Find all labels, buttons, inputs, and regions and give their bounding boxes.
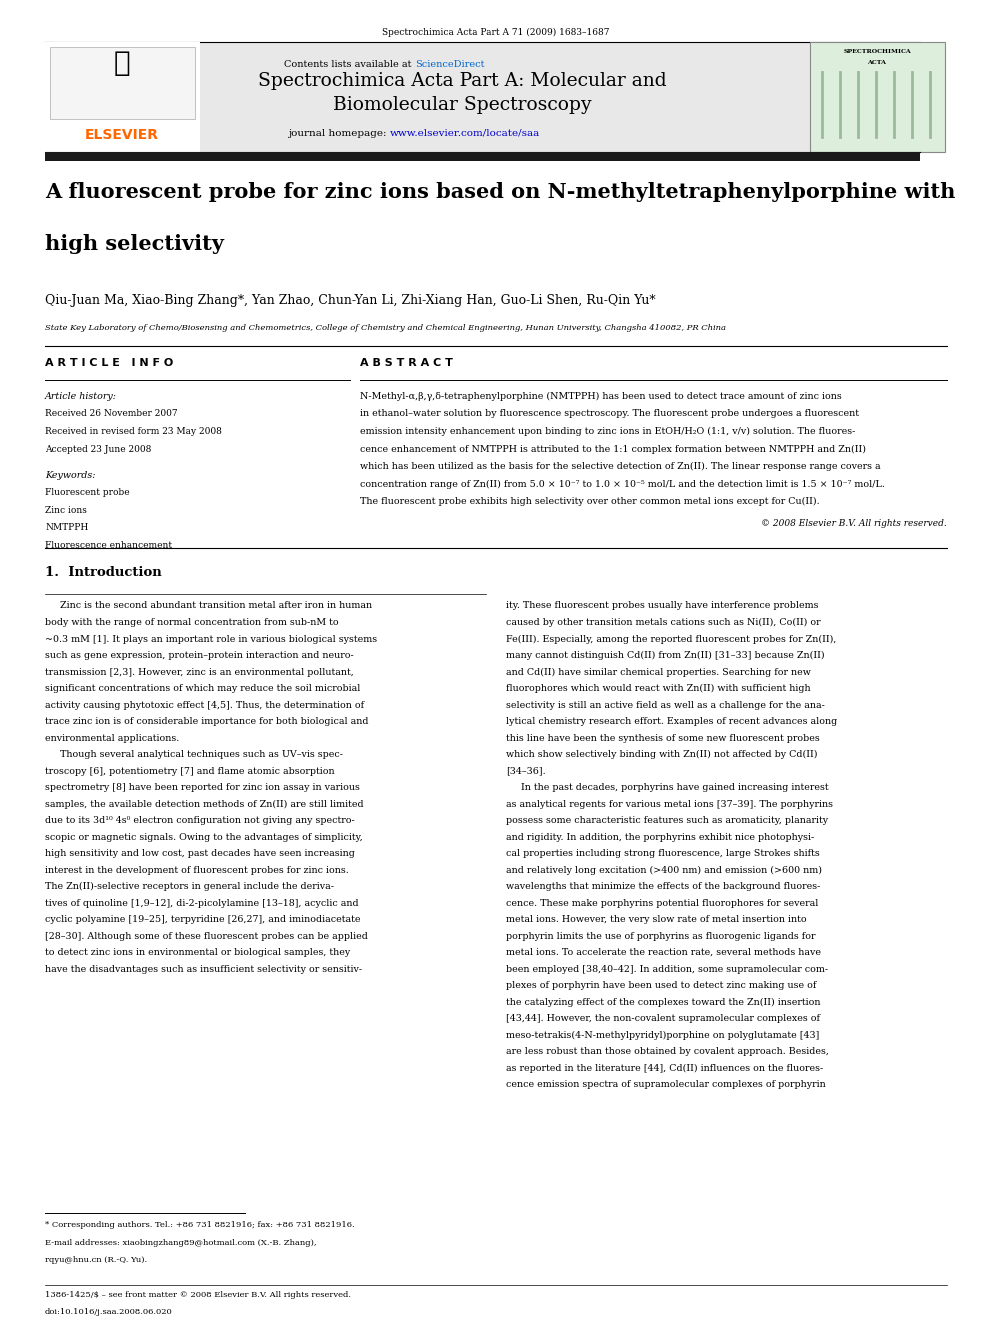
Text: significant concentrations of which may reduce the soil microbial: significant concentrations of which may … — [45, 684, 360, 693]
Text: high selectivity: high selectivity — [45, 234, 224, 254]
Text: this line have been the synthesis of some new fluorescent probes: this line have been the synthesis of som… — [506, 733, 819, 742]
Text: body with the range of normal concentration from sub-nM to: body with the range of normal concentrat… — [45, 618, 338, 627]
Text: caused by other transition metals cations such as Ni(II), Co(II) or: caused by other transition metals cation… — [506, 618, 820, 627]
Text: to detect zinc ions in environmental or biological samples, they: to detect zinc ions in environmental or … — [45, 949, 350, 957]
Text: E-mail addresses: xiaobingzhang89@hotmail.com (X.-B. Zhang),: E-mail addresses: xiaobingzhang89@hotmai… — [45, 1238, 316, 1246]
Text: 🌳: 🌳 — [114, 49, 130, 77]
Text: Fe(III). Especially, among the reported fluorescent probes for Zn(II),: Fe(III). Especially, among the reported … — [506, 635, 836, 643]
Text: ACTA: ACTA — [867, 60, 887, 65]
Bar — [45, 42, 200, 152]
Text: metal ions. However, the very slow rate of metal insertion into: metal ions. However, the very slow rate … — [506, 916, 806, 923]
Text: Zinc is the second abundant transition metal after iron in human: Zinc is the second abundant transition m… — [45, 602, 372, 610]
Text: Qiu-Juan Ma, Xiao-Bing Zhang*, Yan Zhao, Chun-Yan Li, Zhi-Xiang Han, Guo-Li Shen: Qiu-Juan Ma, Xiao-Bing Zhang*, Yan Zhao,… — [45, 294, 656, 307]
Text: which has been utilized as the basis for the selective detection of Zn(II). The : which has been utilized as the basis for… — [360, 462, 881, 471]
Text: environmental applications.: environmental applications. — [45, 733, 180, 742]
Bar — [45, 42, 825, 152]
Text: Received in revised form 23 May 2008: Received in revised form 23 May 2008 — [45, 427, 222, 437]
Text: 1.  Introduction: 1. Introduction — [45, 565, 162, 578]
Text: ScienceDirect: ScienceDirect — [415, 60, 484, 69]
Text: the catalyzing effect of the complexes toward the Zn(II) insertion: the catalyzing effect of the complexes t… — [506, 998, 820, 1007]
Text: [34–36].: [34–36]. — [506, 766, 546, 775]
Text: [43,44]. However, the non-covalent supramolecular complexes of: [43,44]. However, the non-covalent supra… — [506, 1013, 820, 1023]
Text: ~0.3 mM [1]. It plays an important role in various biological systems: ~0.3 mM [1]. It plays an important role … — [45, 635, 377, 643]
Text: cal properties including strong fluorescence, large Strokes shifts: cal properties including strong fluoresc… — [506, 849, 819, 859]
Bar — [50, 48, 195, 119]
Text: © 2008 Elsevier B.V. All rights reserved.: © 2008 Elsevier B.V. All rights reserved… — [761, 520, 947, 528]
Text: wavelengths that minimize the effects of the background fluores-: wavelengths that minimize the effects of… — [506, 882, 820, 890]
Text: SPECTROCHIMICA: SPECTROCHIMICA — [843, 49, 911, 54]
Text: transmission [2,3]. However, zinc is an environmental pollutant,: transmission [2,3]. However, zinc is an … — [45, 668, 354, 676]
Text: doi:10.1016/j.saa.2008.06.020: doi:10.1016/j.saa.2008.06.020 — [45, 1308, 173, 1316]
Text: cence emission spectra of supramolecular complexes of porphyrin: cence emission spectra of supramolecular… — [506, 1080, 825, 1089]
Text: activity causing phytotoxic effect [4,5]. Thus, the determination of: activity causing phytotoxic effect [4,5]… — [45, 700, 364, 709]
Text: cyclic polyamine [19–25], terpyridine [26,27], and iminodiacetate: cyclic polyamine [19–25], terpyridine [2… — [45, 916, 360, 923]
Text: many cannot distinguish Cd(II) from Zn(II) [31–33] because Zn(II): many cannot distinguish Cd(II) from Zn(I… — [506, 651, 824, 660]
Text: are less robust than those obtained by covalent approach. Besides,: are less robust than those obtained by c… — [506, 1046, 829, 1056]
Text: troscopy [6], potentiometry [7] and flame atomic absorption: troscopy [6], potentiometry [7] and flam… — [45, 766, 334, 775]
Text: [28–30]. Although some of these fluorescent probes can be applied: [28–30]. Although some of these fluoresc… — [45, 931, 368, 941]
Text: due to its 3d¹⁰ 4s⁰ electron configuration not giving any spectro-: due to its 3d¹⁰ 4s⁰ electron configurati… — [45, 816, 355, 826]
Text: scopic or magnetic signals. Owing to the advantages of simplicity,: scopic or magnetic signals. Owing to the… — [45, 832, 363, 841]
Text: The Zn(II)-selective receptors in general include the deriva-: The Zn(II)-selective receptors in genera… — [45, 882, 334, 892]
Text: Fluorescence enhancement: Fluorescence enhancement — [45, 541, 173, 550]
Text: journal homepage:: journal homepage: — [289, 130, 390, 138]
Text: ity. These fluorescent probes usually have interference problems: ity. These fluorescent probes usually ha… — [506, 602, 818, 610]
Text: Zinc ions: Zinc ions — [45, 505, 87, 515]
Text: concentration range of Zn(II) from 5.0 × 10⁻⁷ to 1.0 × 10⁻⁵ mol/L and the detect: concentration range of Zn(II) from 5.0 ×… — [360, 479, 885, 488]
Text: Spectrochimica Acta Part A 71 (2009) 1683–1687: Spectrochimica Acta Part A 71 (2009) 168… — [382, 28, 610, 37]
Text: tives of quinoline [1,9–12], di-2-picolylamine [13–18], acyclic and: tives of quinoline [1,9–12], di-2-picoly… — [45, 898, 359, 908]
Text: A fluorescent probe for zinc ions based on N-methyltetraphenylporphine with: A fluorescent probe for zinc ions based … — [45, 183, 955, 202]
Text: In the past decades, porphyrins have gained increasing interest: In the past decades, porphyrins have gai… — [506, 783, 828, 792]
Text: samples, the available detection methods of Zn(II) are still limited: samples, the available detection methods… — [45, 799, 364, 808]
Text: and relatively long excitation (>400 nm) and emission (>600 nm): and relatively long excitation (>400 nm)… — [506, 865, 822, 875]
Text: which show selectively binding with Zn(II) not affected by Cd(II): which show selectively binding with Zn(I… — [506, 750, 817, 759]
Text: rqyu@hnu.cn (R.-Q. Yu).: rqyu@hnu.cn (R.-Q. Yu). — [45, 1256, 147, 1263]
Text: have the disadvantages such as insufficient selectivity or sensitiv-: have the disadvantages such as insuffici… — [45, 964, 362, 974]
Text: and rigidity. In addition, the porphyrins exhibit nice photophysi-: and rigidity. In addition, the porphyrin… — [506, 832, 814, 841]
Text: Fluorescent probe: Fluorescent probe — [45, 488, 130, 497]
Text: cence. These make porphyrins potential fluorophores for several: cence. These make porphyrins potential f… — [506, 898, 818, 908]
Bar — [45, 152, 920, 161]
Text: been employed [38,40–42]. In addition, some supramolecular com-: been employed [38,40–42]. In addition, s… — [506, 964, 828, 974]
Text: A B S T R A C T: A B S T R A C T — [360, 359, 453, 368]
Text: A R T I C L E   I N F O: A R T I C L E I N F O — [45, 359, 174, 368]
Text: 1386-1425/$ – see front matter © 2008 Elsevier B.V. All rights reserved.: 1386-1425/$ – see front matter © 2008 El… — [45, 1291, 351, 1299]
Text: Accepted 23 June 2008: Accepted 23 June 2008 — [45, 445, 152, 454]
Text: plexes of porphyrin have been used to detect zinc making use of: plexes of porphyrin have been used to de… — [506, 980, 816, 990]
Text: in ethanol–water solution by fluorescence spectroscopy. The fluorescent probe un: in ethanol–water solution by fluorescenc… — [360, 410, 859, 418]
Text: NMTPPH: NMTPPH — [45, 524, 88, 532]
Text: high sensitivity and low cost, past decades have seen increasing: high sensitivity and low cost, past deca… — [45, 849, 355, 859]
Text: Contents lists available at: Contents lists available at — [285, 60, 415, 69]
Text: Keywords:: Keywords: — [45, 471, 95, 480]
Text: www.elsevier.com/locate/saa: www.elsevier.com/locate/saa — [390, 130, 541, 138]
Text: fluorophores which would react with Zn(II) with sufficient high: fluorophores which would react with Zn(I… — [506, 684, 810, 693]
Text: emission intensity enhancement upon binding to zinc ions in EtOH/H₂O (1:1, v/v) : emission intensity enhancement upon bind… — [360, 427, 855, 437]
Text: lytical chemistry research effort. Examples of recent advances along: lytical chemistry research effort. Examp… — [506, 717, 837, 726]
Text: * Corresponding authors. Tel.: +86 731 8821916; fax: +86 731 8821916.: * Corresponding authors. Tel.: +86 731 8… — [45, 1221, 354, 1229]
Text: Spectrochimica Acta Part A: Molecular and
Biomolecular Spectroscopy: Spectrochimica Acta Part A: Molecular an… — [258, 71, 667, 114]
Text: spectrometry [8] have been reported for zinc ion assay in various: spectrometry [8] have been reported for … — [45, 783, 360, 792]
Text: Received 26 November 2007: Received 26 November 2007 — [45, 410, 178, 418]
Text: cence enhancement of NMTPPH is attributed to the 1:1 complex formation between N: cence enhancement of NMTPPH is attribute… — [360, 445, 866, 454]
Text: meso-tetrakis(4-N-methylpyridyl)porphine on polyglutamate [43]: meso-tetrakis(4-N-methylpyridyl)porphine… — [506, 1031, 819, 1040]
Text: Article history:: Article history: — [45, 392, 117, 401]
Text: The fluorescent probe exhibits high selectivity over other common metal ions exc: The fluorescent probe exhibits high sele… — [360, 497, 819, 507]
Text: N-Methyl-α,β,γ,δ-tetraphenylporphine (NMTPPH) has been used to detect trace amou: N-Methyl-α,β,γ,δ-tetraphenylporphine (NM… — [360, 392, 842, 401]
Text: such as gene expression, protein–protein interaction and neuro-: such as gene expression, protein–protein… — [45, 651, 354, 660]
Text: State Key Laboratory of Chemo/Biosensing and Chemometrics, College of Chemistry : State Key Laboratory of Chemo/Biosensing… — [45, 324, 726, 332]
Text: Though several analytical techniques such as UV–vis spec-: Though several analytical techniques suc… — [45, 750, 343, 759]
Text: and Cd(II) have similar chemical properties. Searching for new: and Cd(II) have similar chemical propert… — [506, 668, 810, 676]
Text: porphyrin limits the use of porphyrins as fluorogenic ligands for: porphyrin limits the use of porphyrins a… — [506, 931, 815, 941]
Text: interest in the development of fluorescent probes for zinc ions.: interest in the development of fluoresce… — [45, 865, 349, 875]
Text: selectivity is still an active field as well as a challenge for the ana-: selectivity is still an active field as … — [506, 700, 825, 709]
Text: trace zinc ion is of considerable importance for both biological and: trace zinc ion is of considerable import… — [45, 717, 368, 726]
Text: metal ions. To accelerate the reaction rate, several methods have: metal ions. To accelerate the reaction r… — [506, 949, 821, 957]
Bar — [810, 42, 945, 152]
Text: possess some characteristic features such as aromaticity, planarity: possess some characteristic features suc… — [506, 816, 828, 826]
Text: as reported in the literature [44], Cd(II) influences on the fluores-: as reported in the literature [44], Cd(I… — [506, 1064, 823, 1073]
Text: as analytical regents for various metal ions [37–39]. The porphyrins: as analytical regents for various metal … — [506, 799, 833, 808]
Text: ELSEVIER: ELSEVIER — [85, 128, 159, 142]
